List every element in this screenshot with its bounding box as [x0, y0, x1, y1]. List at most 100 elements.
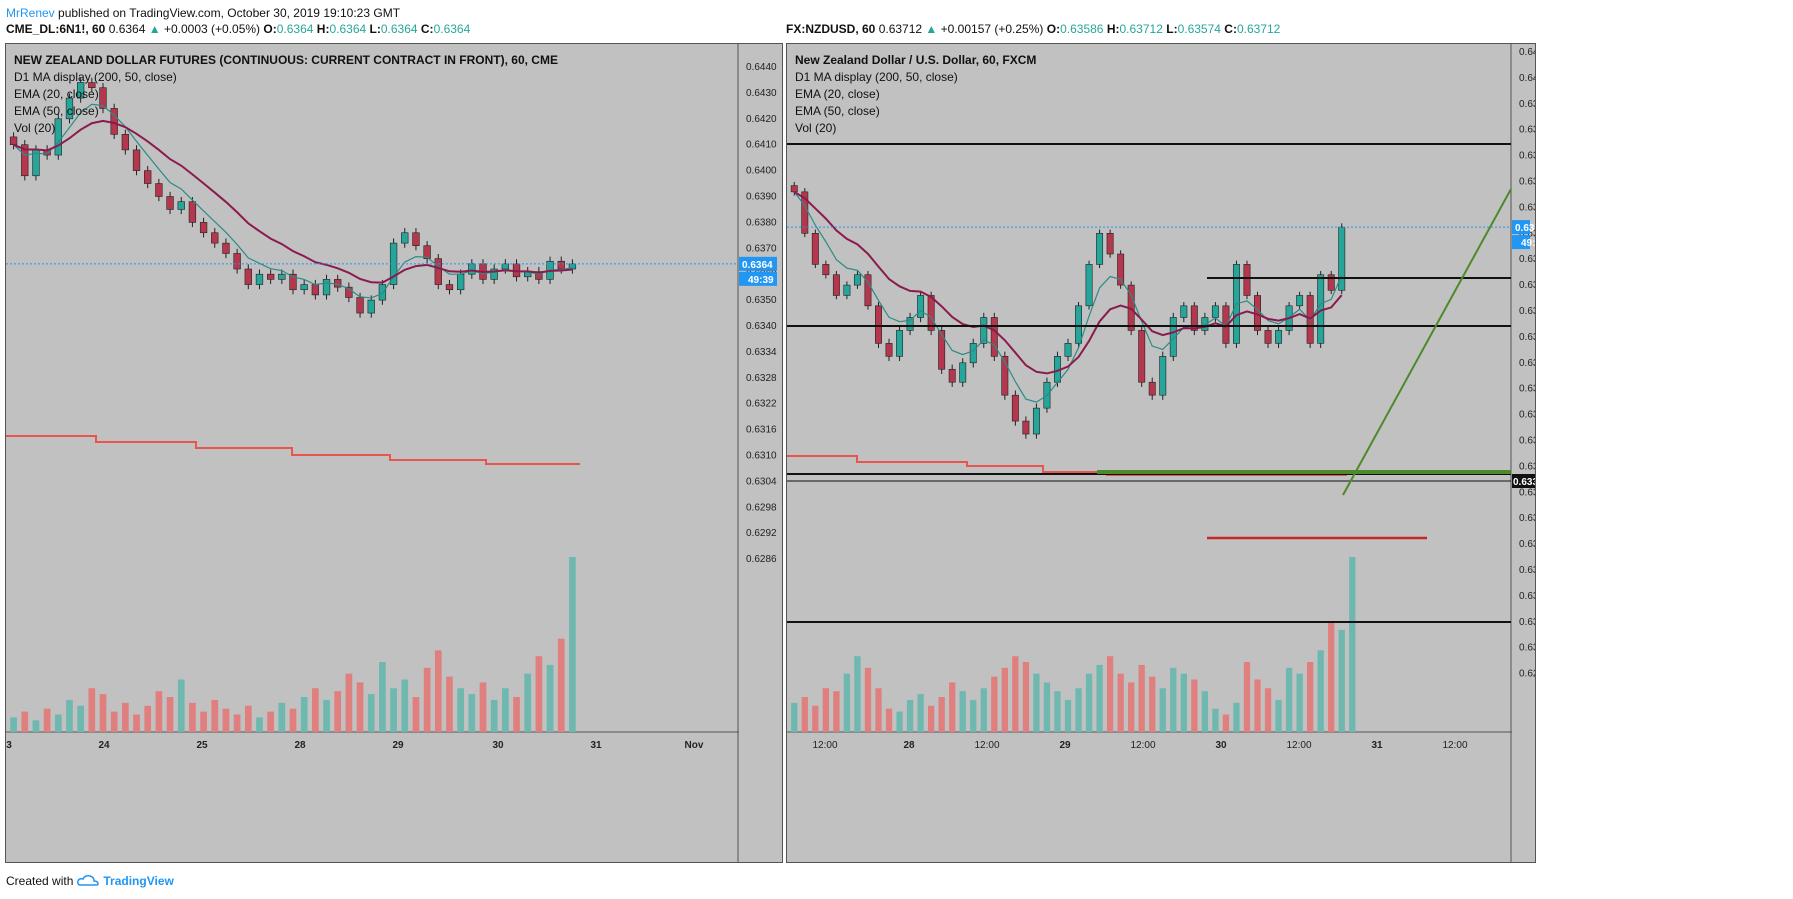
right-indicator-ema20[interactable]: EMA (20, close) — [795, 87, 880, 101]
volume-bar — [244, 705, 252, 732]
candle-body — [367, 299, 375, 314]
volume-bar — [379, 662, 386, 732]
volume-bar — [345, 673, 353, 732]
candle-body — [222, 242, 230, 254]
right-up-arrow-icon: ▲ — [925, 22, 938, 36]
candle-body — [885, 343, 893, 357]
y-tick-label: 0.6292 — [746, 528, 777, 539]
x-tick-label: 30 — [492, 740, 504, 751]
x-tick-label: 12:00 — [974, 740, 999, 751]
left-h-label: H: — [316, 22, 330, 36]
candle-body — [1296, 295, 1304, 307]
x-tick-label: 29 — [1059, 740, 1071, 751]
y-tick-label: 0.63470 — [1519, 358, 1535, 369]
marked-level-label: 0.63373 — [1513, 477, 1535, 488]
volume-bar — [1001, 667, 1008, 732]
candle-body — [822, 264, 830, 276]
countdown-label: 49:39 — [748, 275, 774, 286]
candle-body — [557, 260, 565, 270]
candle-body — [1201, 317, 1209, 331]
volume-bar — [267, 711, 274, 732]
volume-bar — [875, 688, 882, 732]
right-symbol[interactable]: FX:NZDUSD, 60 — [786, 22, 876, 36]
volume-bar — [885, 708, 893, 732]
footer-brand-link[interactable]: TradingView — [103, 874, 174, 888]
right-legend: New Zealand Dollar / U.S. Dollar, 60, FX… — [795, 52, 1036, 137]
x-tick-label: 31 — [1371, 740, 1383, 751]
candle-body — [1106, 233, 1114, 255]
left-quote-bar: CME_DL:6N1!, 60 0.6364 ▲ +0.0003 (+0.05%… — [6, 22, 470, 36]
right-last: 0.63712 — [878, 22, 923, 36]
volume-bar — [1285, 667, 1293, 732]
left-high: 0.6364 — [329, 22, 367, 36]
volume-bar — [88, 688, 96, 732]
left-indicator-ema20[interactable]: EMA (20, close) — [14, 87, 99, 101]
volume-bar — [1085, 673, 1093, 732]
x-tick-label: 28 — [294, 740, 306, 751]
volume-bar — [791, 702, 798, 732]
right-indicator-d1ma[interactable]: D1 MA display (200, 50, close) — [795, 70, 958, 84]
candle-body — [266, 273, 275, 280]
candle-body — [121, 134, 130, 151]
y-tick-label: 0.6304 — [746, 476, 777, 487]
volume-bar — [490, 699, 498, 732]
candle-body — [423, 245, 431, 259]
y-tick-label: 0.6298 — [746, 502, 777, 513]
volume-bar — [211, 699, 219, 732]
left-indicator-d1ma[interactable]: D1 MA display (200, 50, close) — [14, 70, 177, 84]
ema50-line — [13, 119, 573, 284]
candle-body — [948, 368, 956, 383]
right-h-label: H: — [1106, 22, 1120, 36]
candle-body — [445, 284, 454, 291]
volume-bar — [457, 688, 464, 732]
y-tick-label: 0.64050 — [1519, 47, 1535, 58]
volume-bar — [1149, 676, 1156, 732]
candle-body — [568, 263, 577, 270]
volume-bar — [1233, 702, 1240, 732]
volume-bar — [412, 697, 420, 732]
left-indicator-vol[interactable]: Vol (20) — [14, 121, 56, 135]
volume-bar — [1128, 682, 1135, 732]
right-high: 0.63712 — [1119, 22, 1163, 36]
volume-bar — [1022, 662, 1030, 732]
price-axis-bg — [739, 44, 782, 862]
volume-bar — [524, 673, 532, 732]
volume-bar — [1180, 673, 1187, 732]
left-symbol[interactable]: CME_DL:6N1!, 60 — [6, 22, 106, 36]
volume-bar — [822, 688, 830, 732]
right-indicator-vol[interactable]: Vol (20) — [795, 121, 837, 135]
volume-bar — [917, 694, 924, 732]
volume-bar — [300, 697, 308, 732]
left-close: 0.6364 — [433, 22, 471, 36]
author-link[interactable]: MrRenev — [6, 6, 55, 20]
x-tick-label: 12:00 — [1286, 740, 1311, 751]
candle-body — [790, 185, 798, 193]
volume-bar — [1075, 688, 1082, 732]
right-indicator-ema50[interactable]: EMA (50, close) — [795, 104, 880, 118]
left-chart-panel[interactable]: 0.6440 0.6430 0.6420 0.6410 0.6400 0.6390 0.63… — [5, 43, 783, 863]
x-tick-label: 24 — [98, 740, 110, 751]
candle-body — [76, 82, 85, 99]
candle-body — [99, 87, 107, 109]
candle-body — [9, 136, 18, 146]
y-tick-label: 0.6380 — [746, 217, 777, 228]
volume-bar — [110, 711, 118, 732]
volume-bar — [54, 714, 62, 732]
candle-body — [401, 232, 409, 244]
ema20-line — [13, 103, 573, 299]
candle-body — [1275, 330, 1283, 344]
volume-bar — [1012, 656, 1019, 732]
tradingview-cloud-icon — [77, 875, 100, 886]
left-chart-svg[interactable]: 0.6440 0.6430 0.6420 0.6410 0.6400 0.6390 0.63… — [6, 44, 782, 862]
volume-bar — [959, 691, 966, 732]
candle-body — [177, 201, 185, 210]
left-up-arrow-icon: ▲ — [148, 22, 161, 36]
candle-body — [255, 273, 264, 285]
volume-bar — [122, 702, 129, 732]
countdown-badge — [1512, 235, 1530, 250]
left-indicator-ema50[interactable]: EMA (50, close) — [14, 104, 99, 118]
volume-bar — [502, 688, 509, 732]
volume-bar — [423, 667, 431, 732]
